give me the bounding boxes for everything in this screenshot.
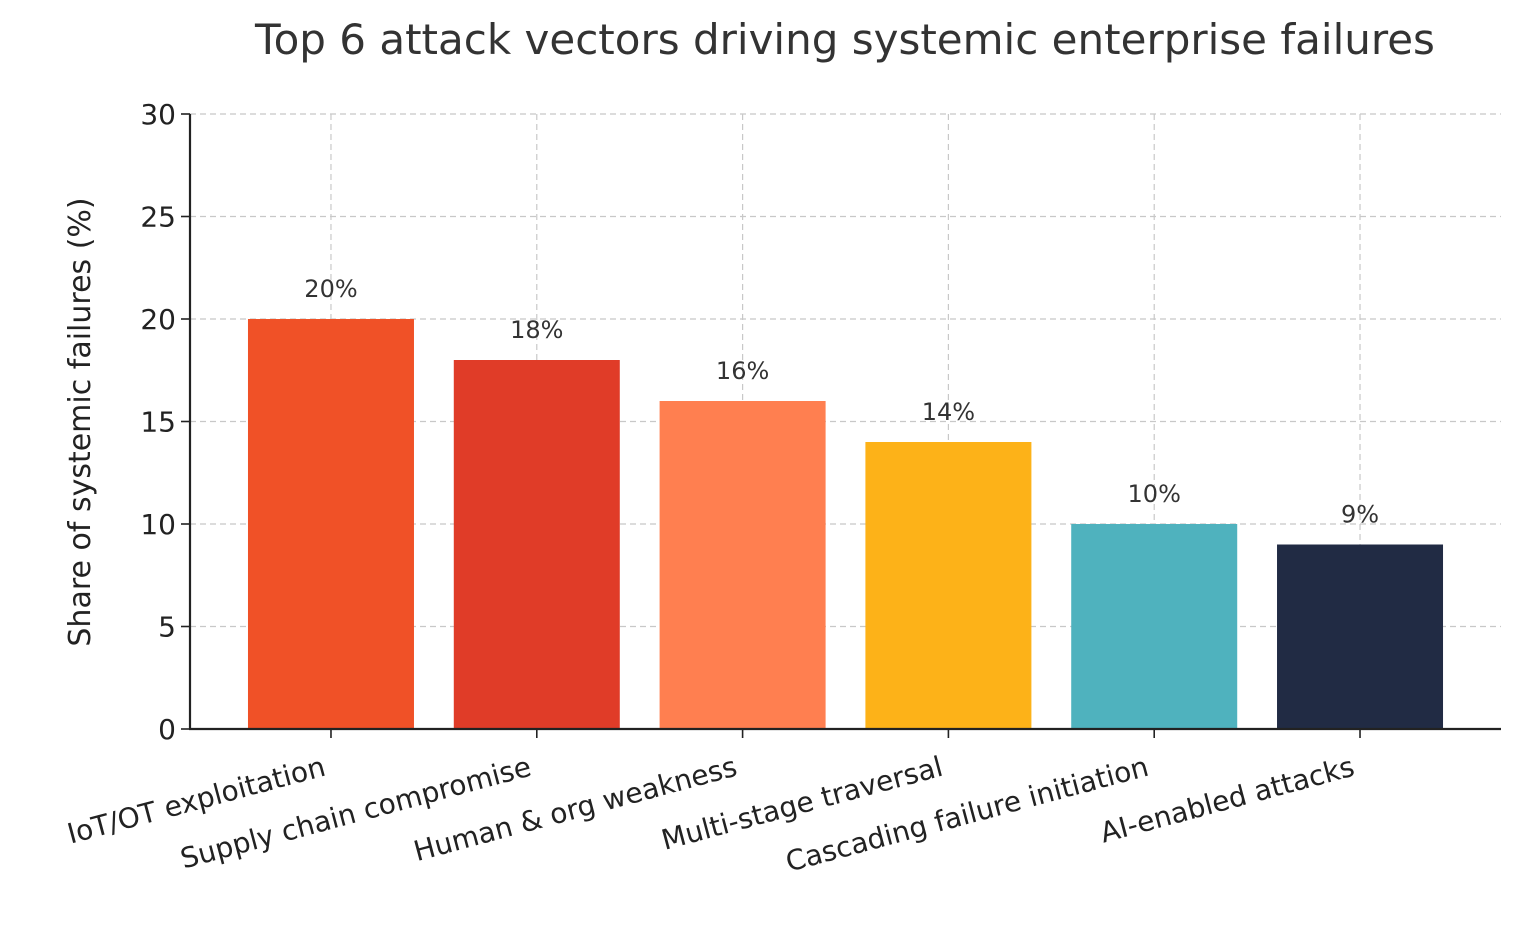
y-tick-label: 5 <box>158 611 176 644</box>
chart-title: Top 6 attack vectors driving systemic en… <box>254 15 1435 64</box>
bar-data-label: 9% <box>1341 501 1379 529</box>
y-tick-label: 30 <box>140 98 176 131</box>
y-tick-label: 25 <box>140 201 176 234</box>
axes <box>181 113 1501 738</box>
bar <box>247 319 414 729</box>
x-tick-label: Supply chain compromise <box>177 750 535 875</box>
y-tick-label: 10 <box>140 508 176 541</box>
y-axis-label: Share of systemic failures (%) <box>63 197 98 646</box>
bar <box>865 442 1032 729</box>
y-tick-label: 0 <box>158 713 176 746</box>
y-tick-label: 20 <box>140 303 176 336</box>
bar-data-label: 20% <box>304 275 357 303</box>
bar <box>659 401 826 729</box>
x-tick-label: Cascading failure initiation <box>782 750 1152 879</box>
bar-data-label: 14% <box>922 398 975 426</box>
bar-data-label: 18% <box>510 316 563 344</box>
bar-data-label: 10% <box>1128 480 1181 508</box>
y-tick-label: 15 <box>140 406 176 439</box>
bars <box>247 319 1444 729</box>
bar <box>1277 544 1444 729</box>
bar <box>453 360 620 729</box>
bar <box>1071 524 1238 729</box>
bar-data-label: 16% <box>716 357 769 385</box>
